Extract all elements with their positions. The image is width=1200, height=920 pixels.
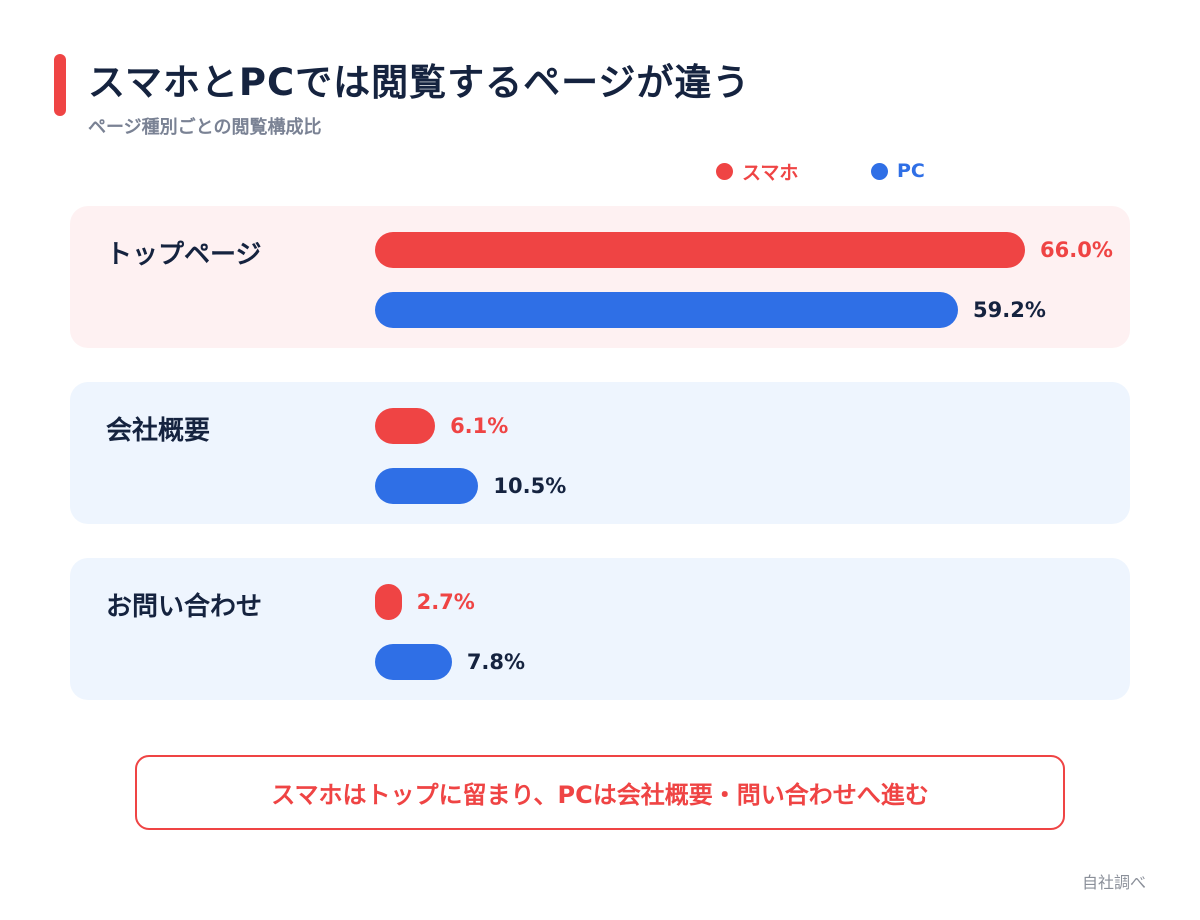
chart-subtitle: ページ種別ごとの閲覧構成比: [88, 117, 322, 138]
legend-label-smartphone: スマホ: [742, 161, 799, 184]
bar-pc-top-page: [375, 292, 959, 328]
legend-dot-pc: [871, 162, 888, 180]
category-label: トップページ: [106, 240, 262, 270]
bar-smartphone-company: [375, 408, 436, 444]
category-panel-company: 会社概要 6.1% 10.5%: [70, 382, 1130, 524]
value-label-smartphone-top-page: 66.0%: [1040, 238, 1113, 262]
callout-box: スマホはトップに留まり、PCは会社概要・問い合わせへ進む: [135, 755, 1065, 830]
value-label-pc-company: 10.5%: [493, 474, 567, 498]
legend-label-pc: PC: [897, 160, 925, 182]
bar-pc-contact: [375, 644, 452, 680]
legend-item-smartphone: スマホ: [716, 158, 798, 184]
bar-smartphone-top-page: [375, 232, 1025, 268]
value-label-smartphone-contact: 2.7%: [416, 590, 475, 614]
bar-pc-company: [375, 468, 479, 504]
value-label-pc-top-page: 59.2%: [973, 298, 1046, 322]
value-label-pc-contact: 7.8%: [466, 650, 526, 674]
chart-title: スマホとPCでは閲覧するページが違う: [88, 61, 751, 104]
source-note: 自社調べ: [1081, 873, 1146, 892]
category-panel-contact: お問い合わせ 2.7% 7.8%: [70, 558, 1130, 700]
category-label: お問い合わせ: [106, 592, 263, 622]
bar-smartphone-contact: [375, 584, 402, 620]
value-label-smartphone-company: 6.1%: [450, 414, 509, 438]
title-accent-bar: [54, 54, 66, 116]
legend-dot-smartphone: [716, 162, 733, 180]
category-panel-top-page: トップページ 66.0% 59.2%: [70, 206, 1130, 348]
category-label: 会社概要: [106, 416, 211, 446]
legend-item-pc: PC: [871, 158, 925, 184]
